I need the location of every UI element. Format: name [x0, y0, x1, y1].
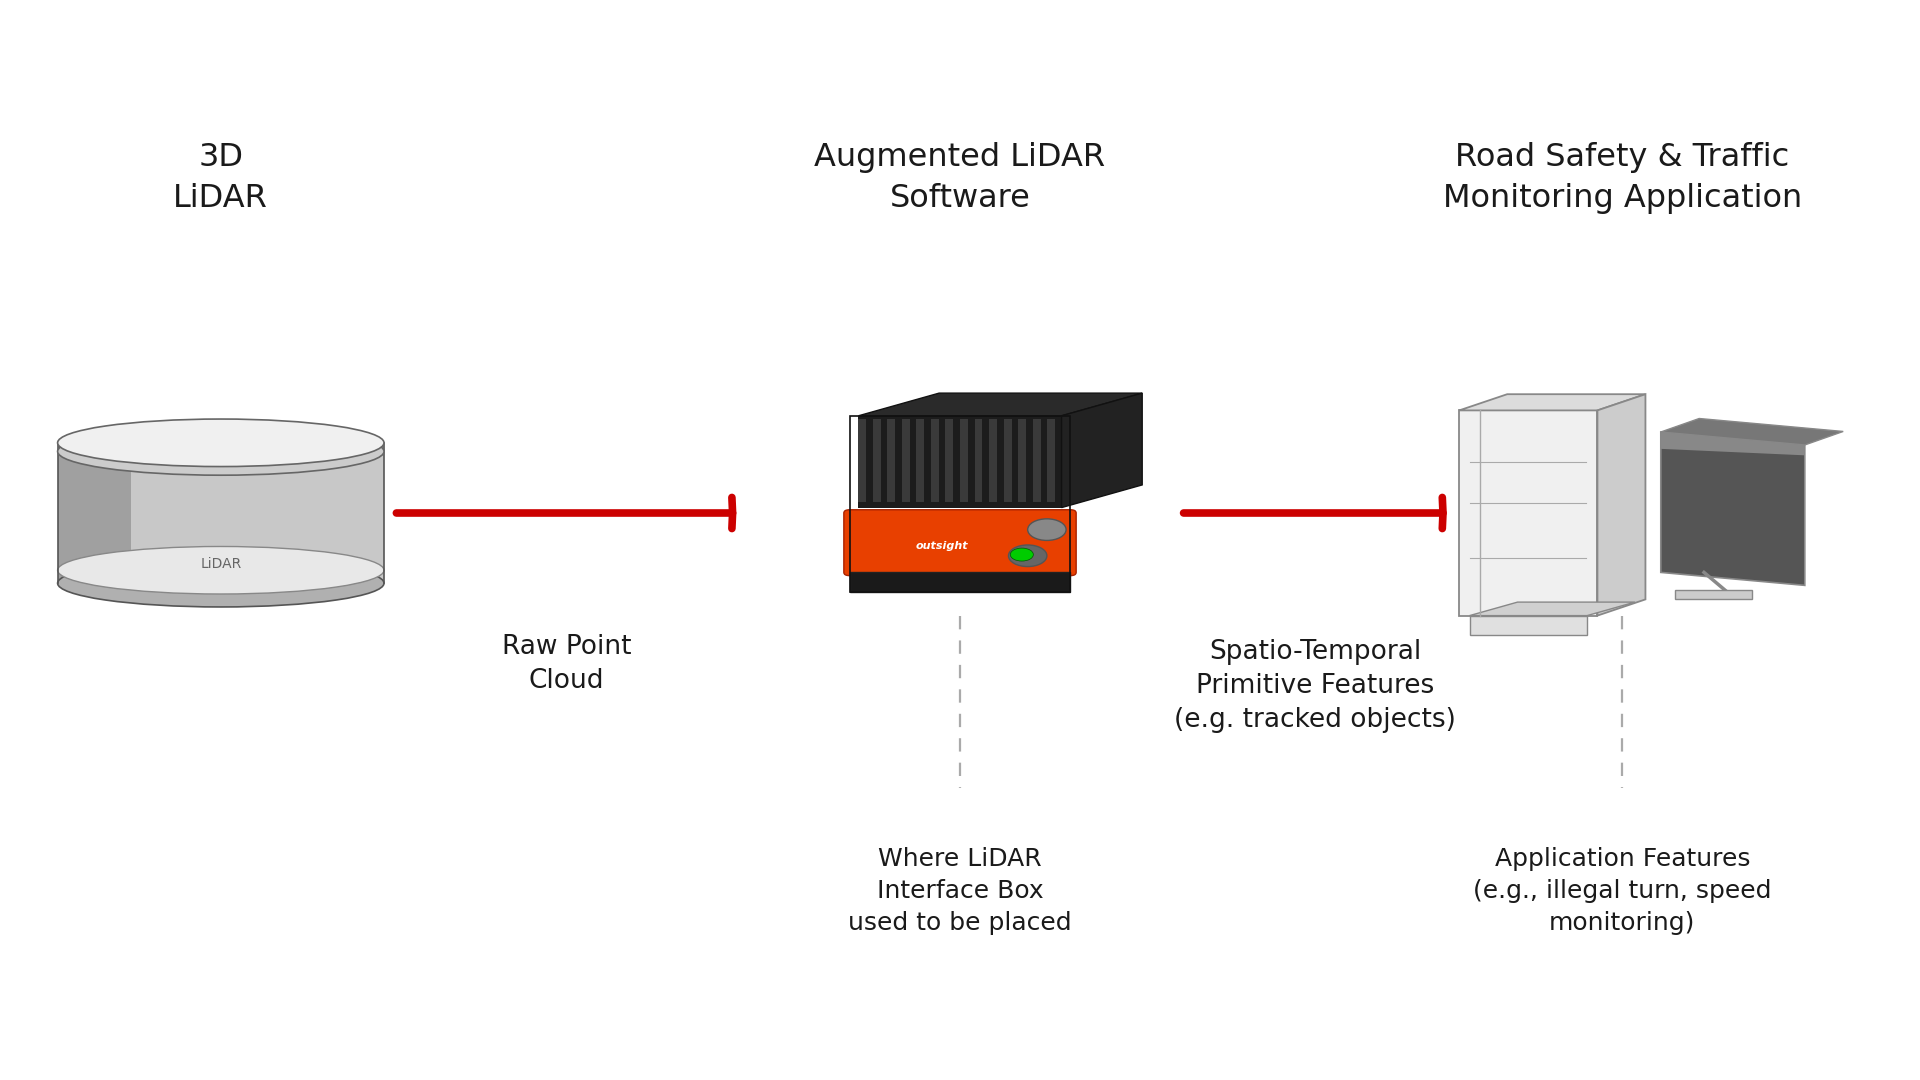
Bar	[1674, 590, 1751, 599]
Bar	[874, 419, 881, 502]
Bar	[1046, 419, 1054, 502]
Ellipse shape	[58, 546, 384, 594]
Polygon shape	[1469, 602, 1636, 616]
Bar	[1004, 419, 1012, 502]
Polygon shape	[1459, 394, 1645, 410]
Bar	[989, 419, 996, 502]
Text: outsight: outsight	[916, 541, 970, 551]
Bar	[858, 419, 866, 502]
Polygon shape	[1062, 393, 1142, 508]
Bar	[931, 419, 939, 502]
Bar	[902, 419, 910, 502]
Bar	[975, 419, 983, 502]
Ellipse shape	[58, 559, 384, 607]
Circle shape	[1027, 518, 1066, 540]
Bar	[1018, 419, 1025, 502]
Polygon shape	[858, 393, 1142, 416]
Text: 3D
LiDAR: 3D LiDAR	[173, 143, 269, 214]
Bar	[849, 572, 1071, 592]
Polygon shape	[1597, 394, 1645, 616]
Polygon shape	[1661, 418, 1843, 445]
Text: Augmented LiDAR
Software: Augmented LiDAR Software	[814, 143, 1106, 214]
Bar	[1469, 616, 1588, 635]
Circle shape	[1010, 548, 1033, 561]
Text: Application Features
(e.g., illegal turn, speed
monitoring): Application Features (e.g., illegal turn…	[1473, 848, 1772, 934]
Bar	[916, 419, 924, 502]
Text: Spatio-Temporal
Primitive Features
(e.g. tracked objects): Spatio-Temporal Primitive Features (e.g.…	[1175, 638, 1455, 733]
Text: Where LiDAR
Interface Box
used to be placed: Where LiDAR Interface Box used to be pla…	[849, 848, 1071, 934]
Bar	[858, 416, 1062, 508]
Bar	[849, 416, 1071, 592]
Polygon shape	[1459, 410, 1597, 616]
Polygon shape	[1661, 432, 1805, 585]
Ellipse shape	[58, 428, 384, 475]
Text: LiDAR: LiDAR	[200, 557, 242, 570]
Ellipse shape	[58, 419, 384, 467]
Bar	[945, 419, 954, 502]
FancyBboxPatch shape	[845, 510, 1075, 576]
Text: Road Safety & Traffic
Monitoring Application: Road Safety & Traffic Monitoring Applica…	[1442, 143, 1803, 214]
Polygon shape	[58, 443, 131, 583]
Text: Raw Point
Cloud: Raw Point Cloud	[501, 634, 632, 694]
Circle shape	[1008, 545, 1046, 567]
Bar	[887, 419, 895, 502]
Polygon shape	[1661, 432, 1805, 456]
Polygon shape	[58, 443, 384, 583]
Bar	[1033, 419, 1041, 502]
Bar	[960, 419, 968, 502]
